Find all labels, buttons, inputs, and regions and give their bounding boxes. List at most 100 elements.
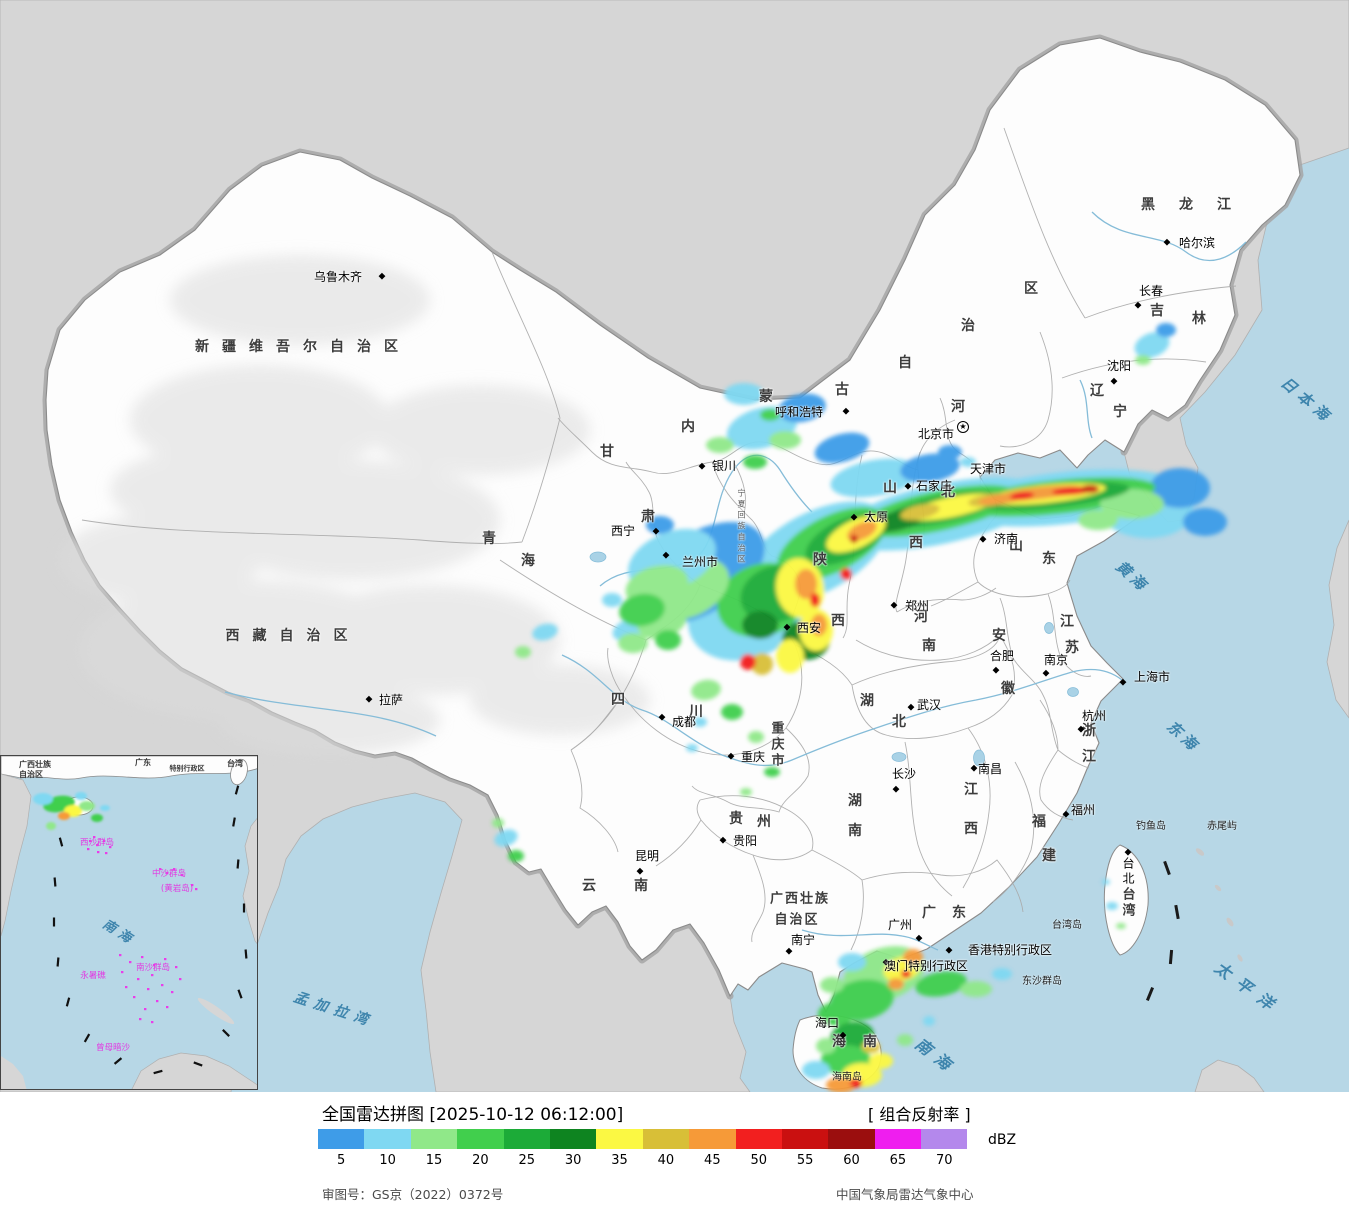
inset-island-dot xyxy=(97,851,100,854)
inset-island-dot xyxy=(147,988,150,991)
radar-echo xyxy=(1150,468,1210,508)
scale-value: 35 xyxy=(611,1153,628,1168)
inset-island-dot xyxy=(156,1000,159,1003)
radar-echo xyxy=(1156,323,1176,337)
scale-segment: 30 xyxy=(549,1129,597,1168)
radar-echo xyxy=(1100,489,1164,519)
radar-echo xyxy=(826,1077,856,1092)
inset-island-dot xyxy=(133,996,136,999)
inset-island-dot xyxy=(109,846,112,849)
radar-echo xyxy=(1078,510,1118,530)
relief-shading xyxy=(60,255,650,755)
city-label: 沈阳 xyxy=(1106,359,1132,373)
island-label: 东沙群岛 xyxy=(1022,976,1062,987)
province-label: 蒙 xyxy=(759,389,773,405)
city-marker: ◆ xyxy=(992,665,1000,676)
province-label: 甘 xyxy=(600,444,614,460)
inset-island-dot xyxy=(144,1008,147,1011)
inset-region-label: 广西壮族 xyxy=(19,760,51,769)
inset-island-dot xyxy=(151,974,154,977)
city-label: 上海市 xyxy=(1133,670,1171,684)
city-label: 长沙 xyxy=(891,767,917,781)
radar-echo xyxy=(900,453,960,483)
city-label: 杭州 xyxy=(1081,709,1107,723)
province-label: 江 xyxy=(1082,749,1096,765)
inset-vietnam-coast xyxy=(1,773,32,937)
radar-echo xyxy=(830,1021,874,1051)
boundary-dash xyxy=(1168,949,1174,965)
radar-echo xyxy=(850,535,858,543)
radar-echo xyxy=(740,654,756,670)
radar-echo xyxy=(655,630,681,650)
inset-island-dot xyxy=(96,844,99,847)
scale-swatch xyxy=(921,1129,968,1149)
inset-radar-echo xyxy=(100,805,110,811)
province-label: 浙 xyxy=(1082,723,1096,739)
ryukyu-islets xyxy=(1195,848,1243,962)
province-label: 西 xyxy=(831,613,845,629)
scale-value: 30 xyxy=(564,1153,582,1168)
radar-echo xyxy=(776,639,804,673)
legend-title: 全国雷达拼图 [2025-10-12 06:12:00] xyxy=(322,1105,624,1125)
scale-swatch xyxy=(503,1129,550,1149)
province-label: 云 xyxy=(582,878,596,894)
city-marker: ◆ xyxy=(378,271,386,282)
legend-product-name: [ 组合反射率 ] xyxy=(868,1105,971,1124)
radar-echo xyxy=(1135,355,1151,365)
map-approval-number: 审图号：GS京（2022）0372号 xyxy=(322,1187,504,1202)
radar-echo xyxy=(619,593,665,627)
inset-region-label: 台湾 xyxy=(227,759,243,768)
scale-segment: 5 xyxy=(318,1129,365,1168)
radar-echo xyxy=(992,968,1012,980)
color-scale-bar: 5 10 15 20 25 30 35 40 45 50 55 60 65 70 xyxy=(318,1129,968,1168)
radar-echo xyxy=(769,431,801,449)
radar-echo xyxy=(1116,923,1126,929)
province-label: 自治区 xyxy=(774,912,820,928)
sea-label: 南海 xyxy=(911,1034,962,1079)
radar-echo xyxy=(1106,902,1118,910)
radar-echo-layer xyxy=(492,323,1227,1092)
inset-island-dot xyxy=(161,984,164,987)
province-label: 自 xyxy=(898,355,912,371)
city-marker: ◆ xyxy=(892,784,900,795)
city-label: 乌鲁木齐 xyxy=(313,270,363,284)
province-label: 建 xyxy=(1042,848,1056,864)
radar-echo xyxy=(740,788,752,796)
city-marker: ◆ xyxy=(907,702,915,713)
inset-dash xyxy=(244,949,248,959)
boundary-dashes xyxy=(1145,860,1180,1002)
inset-island-dot xyxy=(191,884,194,887)
inset-island-dot xyxy=(129,961,132,964)
city-marker: ◆ xyxy=(783,622,791,633)
boundary-dash xyxy=(1163,860,1171,876)
province-label: 吉 xyxy=(1150,303,1164,319)
city-label: 武汉 xyxy=(916,698,942,712)
legend-panel: 全国雷达拼图 [2025-10-12 06:12:00] [ 组合反射率 ] 5… xyxy=(0,1092,1349,1208)
province-label: 江 xyxy=(1060,614,1074,630)
boundary-dash xyxy=(1145,986,1155,1002)
radar-echo xyxy=(850,1078,862,1088)
radar-echo xyxy=(795,569,817,599)
japan-coast xyxy=(1326,519,1349,719)
city-marker: ◆ xyxy=(636,866,644,877)
radar-echo xyxy=(816,1038,836,1054)
radar-echo xyxy=(862,1041,880,1053)
inset-island-dots xyxy=(87,836,198,1024)
inset-island-dot xyxy=(105,852,108,855)
inset-radar-echo xyxy=(79,801,95,811)
province-label: 江 xyxy=(964,782,978,798)
inset-dash xyxy=(52,917,56,927)
radar-echo xyxy=(903,949,923,965)
inset-taiwan-island xyxy=(230,758,248,786)
city-label: 呼和浩特 xyxy=(774,405,824,419)
inset-island-dot xyxy=(139,1018,142,1021)
inset-dash xyxy=(237,989,243,999)
scale-swatch xyxy=(874,1129,922,1149)
inset-palawan xyxy=(197,997,235,1025)
province-label: 台湾 xyxy=(1119,887,1135,919)
radar-echo xyxy=(869,1053,893,1069)
radar-echo xyxy=(810,593,820,607)
city-label: 海口 xyxy=(814,1016,840,1030)
province-label: 北 xyxy=(941,484,955,500)
island-label: 台湾岛 xyxy=(1052,920,1082,931)
